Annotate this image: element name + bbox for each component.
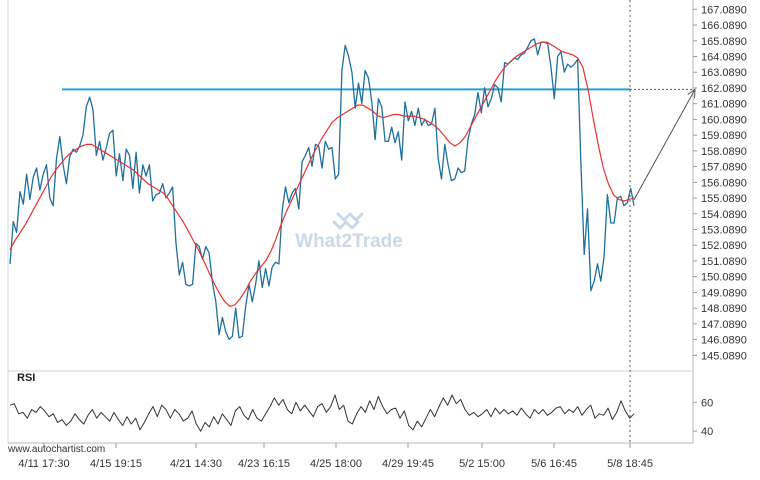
- price-y-tick-label: 162.0890: [701, 83, 747, 95]
- price-series-line: [9, 38, 635, 341]
- price-y-tick-label: 156.0890: [701, 177, 747, 189]
- rsi-series-line: [9, 394, 635, 432]
- price-y-tick-label: 157.0890: [701, 162, 747, 174]
- x-tick-label: 5/6 16:45: [531, 458, 577, 470]
- price-y-tick-label: 159.0890: [701, 130, 747, 142]
- price-y-tick-label: 160.0890: [701, 114, 747, 126]
- watermark-text: What2Trade: [295, 231, 403, 252]
- x-tick-label: 4/21 14:30: [170, 458, 222, 470]
- x-tick-label: 5/2 15:00: [459, 458, 505, 470]
- price-y-tick-label: 152.0890: [701, 240, 747, 252]
- x-tick-label: 4/23 16:15: [238, 458, 290, 470]
- price-y-tick-label: 146.0890: [701, 335, 747, 347]
- price-y-tick-label: 153.0890: [701, 224, 747, 236]
- price-y-tick-label: 148.0890: [701, 303, 747, 315]
- watermark-logo-icon: [332, 212, 364, 230]
- watermark: What2Trade: [295, 212, 403, 252]
- price-y-tick-label: 166.0890: [701, 20, 747, 32]
- projection-arrow-line: [633, 89, 696, 200]
- price-y-tick-label: 147.0890: [701, 319, 747, 331]
- x-tick-label: 4/29 19:45: [382, 458, 434, 470]
- rsi-title: RSI: [17, 372, 35, 384]
- price-y-tick-label: 151.0890: [701, 256, 747, 268]
- price-y-tick-label: 149.0890: [701, 287, 747, 299]
- price-y-tick-label: 145.0890: [701, 350, 747, 362]
- rsi-y-tick-label: 40: [701, 426, 713, 438]
- x-tick-label: 4/11 17:30: [18, 458, 69, 470]
- price-y-tick-label: 164.0890: [701, 51, 747, 63]
- price-y-tick-label: 163.0890: [701, 67, 747, 79]
- projection-arrow-head: [687, 88, 696, 99]
- price-y-tick-label: 150.0890: [701, 272, 747, 284]
- price-y-tick-label: 154.0890: [701, 209, 747, 221]
- price-y-tick-label: 158.0890: [701, 146, 747, 158]
- x-tick-label: 4/15 19:15: [90, 458, 142, 470]
- price-y-tick-label: 155.0890: [701, 193, 747, 205]
- rsi-y-tick-label: 60: [701, 397, 713, 409]
- price-y-tick-label: 165.0890: [701, 36, 747, 48]
- website-footer: www.autochartist.com: [7, 444, 105, 455]
- x-tick-label: 4/25 18:00: [310, 458, 362, 470]
- price-y-tick-label: 161.0890: [701, 99, 747, 111]
- moving-average-line: [9, 41, 635, 307]
- price-y-tick-label: 167.0890: [701, 4, 747, 16]
- x-tick-label: 5/8 18:45: [607, 458, 653, 470]
